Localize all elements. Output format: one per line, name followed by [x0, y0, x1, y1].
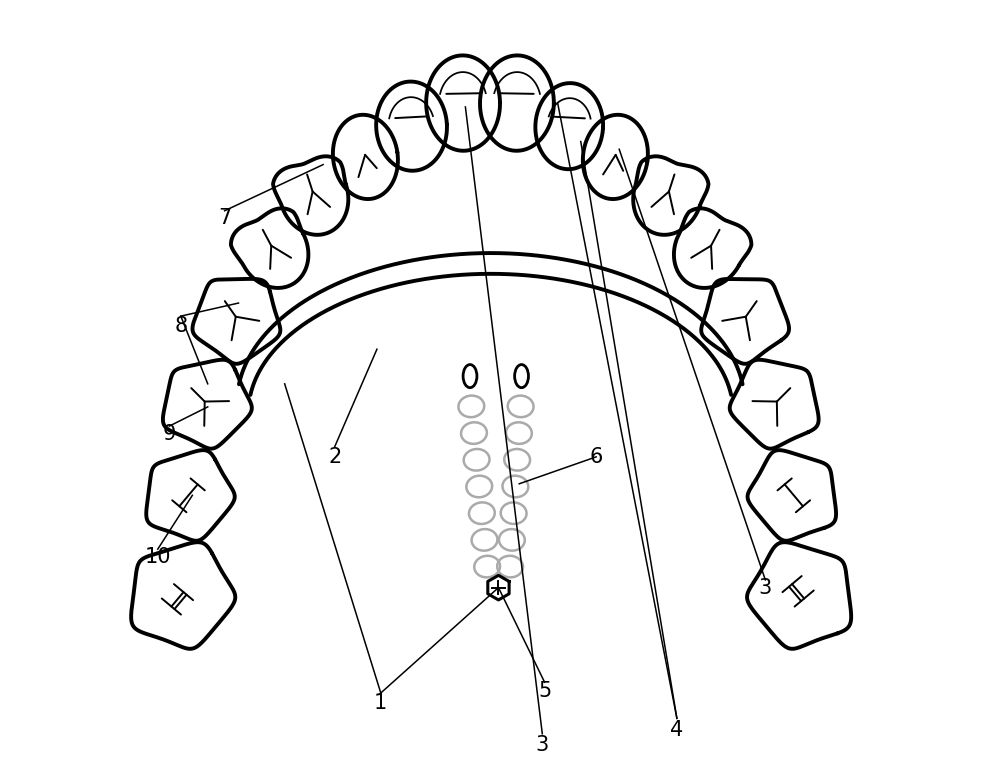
Polygon shape	[480, 56, 554, 151]
Polygon shape	[376, 81, 447, 171]
Text: 1: 1	[374, 693, 387, 713]
Polygon shape	[633, 157, 708, 235]
Text: 7: 7	[218, 208, 231, 229]
Text: 10: 10	[144, 547, 171, 567]
Polygon shape	[748, 450, 836, 541]
Polygon shape	[273, 157, 348, 235]
Polygon shape	[730, 359, 819, 449]
Text: 8: 8	[174, 316, 187, 336]
Text: 3: 3	[536, 735, 549, 756]
Polygon shape	[701, 279, 789, 364]
Text: 9: 9	[163, 424, 176, 444]
Polygon shape	[146, 450, 235, 541]
Polygon shape	[333, 115, 398, 199]
Text: 6: 6	[589, 447, 603, 467]
Polygon shape	[747, 542, 851, 649]
Polygon shape	[231, 208, 308, 288]
Polygon shape	[131, 542, 235, 649]
Polygon shape	[674, 208, 751, 288]
Polygon shape	[535, 83, 603, 169]
Text: 2: 2	[328, 447, 341, 467]
Polygon shape	[163, 359, 252, 449]
Polygon shape	[583, 115, 648, 199]
Polygon shape	[426, 56, 500, 151]
Text: 3: 3	[759, 578, 772, 597]
Text: 5: 5	[538, 681, 551, 702]
Text: 4: 4	[670, 720, 684, 740]
Polygon shape	[192, 279, 280, 364]
